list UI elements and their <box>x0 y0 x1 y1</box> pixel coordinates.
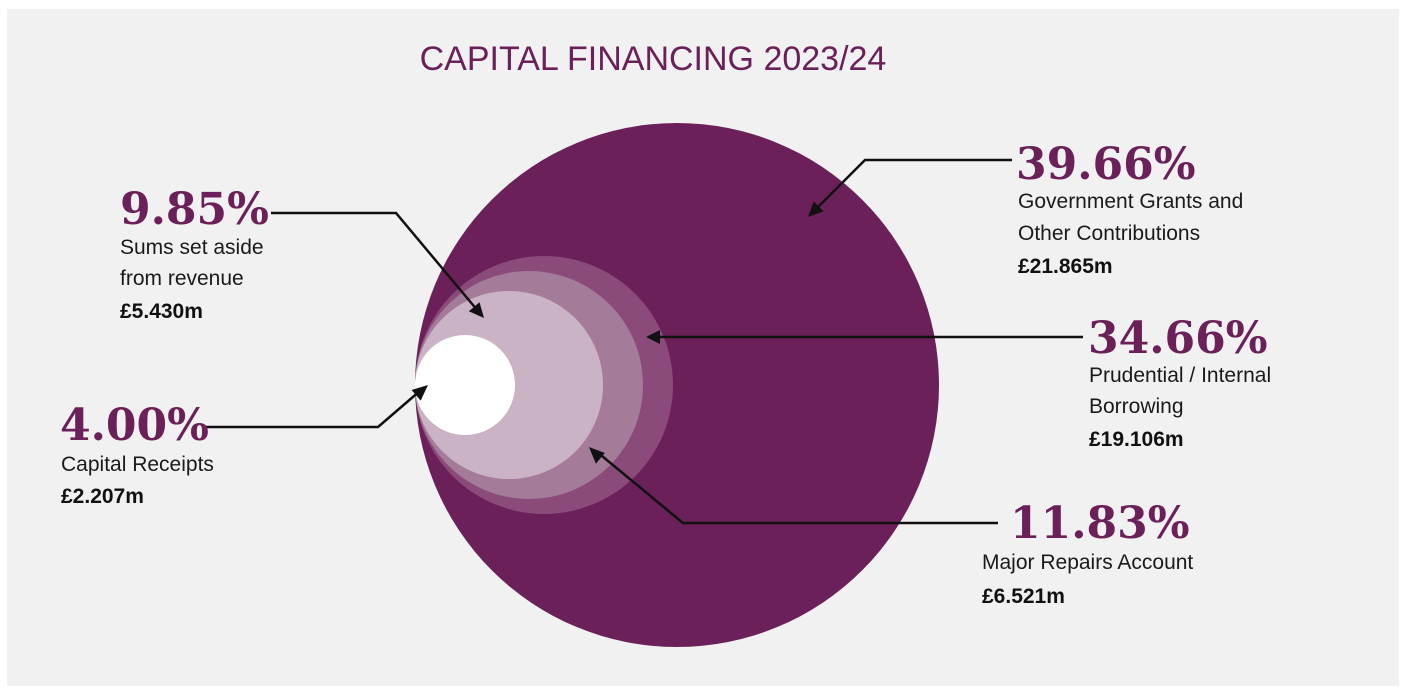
callout-government-grants: 39.66% Government Grants and Other Contr… <box>1016 139 1243 278</box>
amount-label: £19.106m <box>1089 428 1184 451</box>
percent-label: 9.85% <box>120 184 269 235</box>
series-name-line-2: from revenue <box>120 267 244 290</box>
circle-government-grants <box>415 123 939 647</box>
series-name-line-1: Prudential / Internal <box>1089 364 1271 387</box>
percent-label: 4.00% <box>60 400 209 451</box>
arrowhead-capital-receipts <box>411 385 428 401</box>
arrowhead-sums-set-aside <box>468 302 484 318</box>
percent-label: 39.66% <box>1016 139 1196 190</box>
callout-prudential-borrowing: 34.66% Prudential / Internal Borrowing £… <box>1088 313 1271 451</box>
amount-label: £2.207m <box>61 485 144 508</box>
percent-label: 34.66% <box>1088 313 1268 364</box>
series-name-line-1: Sums set aside <box>120 236 264 259</box>
percent-label: 11.83% <box>1010 498 1190 549</box>
arrowhead-prudential-borrowing <box>646 330 660 344</box>
amount-label: £6.521m <box>982 585 1065 608</box>
series-name-line-2: Borrowing <box>1089 395 1184 418</box>
leader-line-sums-set-aside <box>271 211 479 312</box>
arrowhead-major-repairs <box>589 447 605 464</box>
chart-title: CAPITAL FINANCING 2023/24 <box>420 40 887 78</box>
arrowhead-government-grants <box>808 201 824 217</box>
series-name-line-1: Major Repairs Account <box>982 551 1193 574</box>
leader-line-government-grants <box>813 158 1012 212</box>
leader-line-major-repairs <box>595 450 998 525</box>
series-name-line-2: Other Contributions <box>1018 222 1200 245</box>
callout-sums-set-aside: 9.85% Sums set aside from revenue £5.430… <box>120 184 269 323</box>
series-name-line-1: Government Grants and <box>1018 190 1243 213</box>
leader-line-capital-receipts <box>203 389 422 429</box>
amount-label: £21.865m <box>1018 255 1113 278</box>
circle-capital-receipts <box>415 335 515 435</box>
amount-label: £5.430m <box>120 300 203 323</box>
series-name-line-1: Capital Receipts <box>61 453 214 476</box>
callout-capital-receipts: 4.00% Capital Receipts £2.207m <box>60 400 214 508</box>
callout-major-repairs: 11.83% Major Repairs Account £6.521m <box>982 498 1193 608</box>
